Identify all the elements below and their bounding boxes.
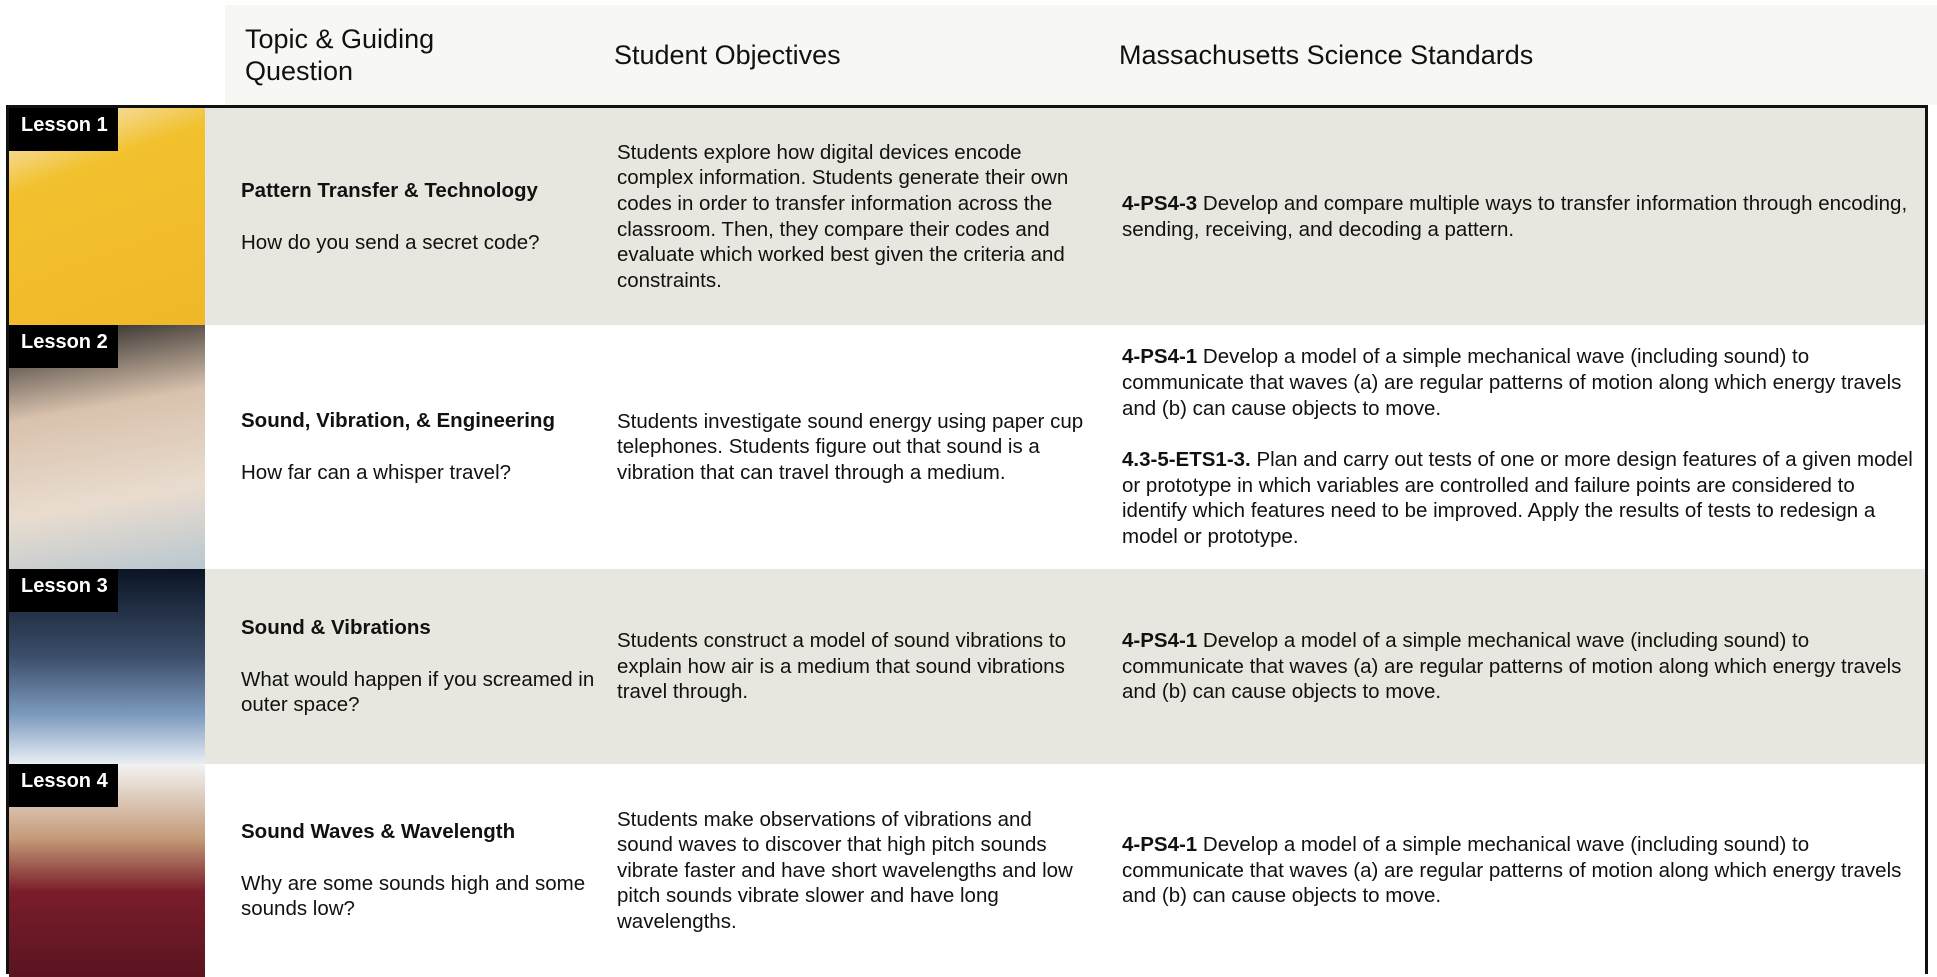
guiding-question: How do you send a secret code?: [241, 230, 540, 254]
topic-cell: Sound Waves & Wavelength Why are some sou…: [241, 764, 601, 977]
standard-text: Plan and carry out tests of one or more …: [1122, 448, 1913, 548]
standard-code: 4-PS4-1: [1122, 833, 1198, 857]
guiding-question: Why are some sounds high and some sounds…: [241, 871, 586, 921]
objectives-text: Students make observations of vibrations…: [617, 807, 1073, 933]
standards-cell: 4-PS4-1 Develop a model of a simple mech…: [1122, 764, 1922, 977]
objectives-cell: Students explore how digital devices enc…: [617, 108, 1087, 325]
objectives-cell: Students construct a model of sound vibr…: [617, 569, 1087, 764]
lesson-label: Lesson 4: [9, 764, 118, 807]
topic-title: Sound Waves & Wavelength: [241, 820, 516, 844]
lesson-image: Lesson 4: [9, 764, 205, 977]
topic-cell: Sound & Vibrations What would happen if y…: [241, 569, 601, 764]
standards-cell: 4-PS4-1 Develop a model of a simple mech…: [1122, 569, 1922, 764]
standards-cell: 4-PS4-3 Develop and compare multiple way…: [1122, 108, 1922, 325]
lesson-image: Lesson 2: [9, 325, 205, 569]
standard-code: 4-PS4-1: [1122, 345, 1198, 369]
topic-title: Pattern Transfer & Technology: [241, 178, 538, 202]
table-row: Lesson 2 Sound, Vibration, & Engineering H…: [9, 325, 1925, 569]
standard: 4-PS4-3 Develop and compare multiple way…: [1122, 191, 1922, 242]
standard-code: 4.3-5-ETS1-3.: [1122, 448, 1251, 472]
standards-cell: 4-PS4-1 Develop a model of a simple mech…: [1122, 325, 1922, 569]
table-row: Lesson 1 Pattern Transfer & Technology How…: [9, 108, 1925, 325]
lesson-image: Lesson 3: [9, 569, 205, 764]
lesson-label: Lesson 3: [9, 569, 118, 612]
standard-text: Develop a model of a simple mechanical w…: [1122, 833, 1902, 908]
standard-text: Develop and compare multiple ways to tra…: [1122, 191, 1908, 241]
standard: 4-PS4-1 Develop a model of a simple mech…: [1122, 832, 1922, 909]
header-cell: Topic & Guiding Question: [245, 24, 435, 86]
topic-title: Sound, Vibration, & Engineering: [241, 409, 555, 433]
table-row: Lesson 4 Sound Waves & Wavelength Why are …: [9, 764, 1925, 977]
lesson-label: Lesson 1: [9, 108, 118, 151]
standard-code: 4-PS4-3: [1122, 191, 1198, 215]
topic-cell: Sound, Vibration, & Engineering How far c…: [241, 325, 601, 569]
topic-cell: Pattern Transfer & Technology How do you …: [241, 108, 601, 325]
standard: 4-PS4-1 Develop a model of a simple mech…: [1122, 628, 1922, 705]
guiding-question: What would happen if you screamed in out…: [241, 667, 595, 717]
lesson-label: Lesson 2: [9, 325, 118, 368]
table-header: Topic & Guiding Question Student Objecti…: [225, 5, 1937, 105]
objectives-cell: Students investigate sound energy using …: [617, 325, 1087, 569]
guiding-question: How far can a whisper travel?: [241, 461, 512, 484]
objectives-text: Students construct a model of sound vibr…: [617, 629, 1066, 704]
standard: 4-PS4-1 Develop a model of a simple mech…: [1122, 344, 1922, 421]
objectives-text: Students explore how digital devices enc…: [617, 140, 1069, 292]
lesson-image: Lesson 1: [9, 108, 205, 325]
topic-title: Sound & Vibrations: [241, 616, 431, 640]
lesson-table: Lesson 1 Pattern Transfer & Technology How…: [6, 105, 1928, 977]
objectives-cell: Students make observations of vibrations…: [617, 764, 1087, 977]
standard-code: 4-PS4-1: [1122, 629, 1198, 653]
standard: 4.3-5-ETS1-3. Plan and carry out tests o…: [1122, 447, 1922, 549]
header-cell: Student Objectives: [614, 40, 841, 70]
header-cell: Massachusetts Science Standards: [1119, 40, 1534, 70]
standard-text: Develop a model of a simple mechanical w…: [1122, 629, 1902, 704]
standard-text: Develop a model of a simple mechanical w…: [1122, 345, 1902, 420]
table-row: Lesson 3 Sound & Vibrations What would hap…: [9, 569, 1925, 764]
objectives-text: Students investigate sound energy using …: [617, 409, 1084, 484]
